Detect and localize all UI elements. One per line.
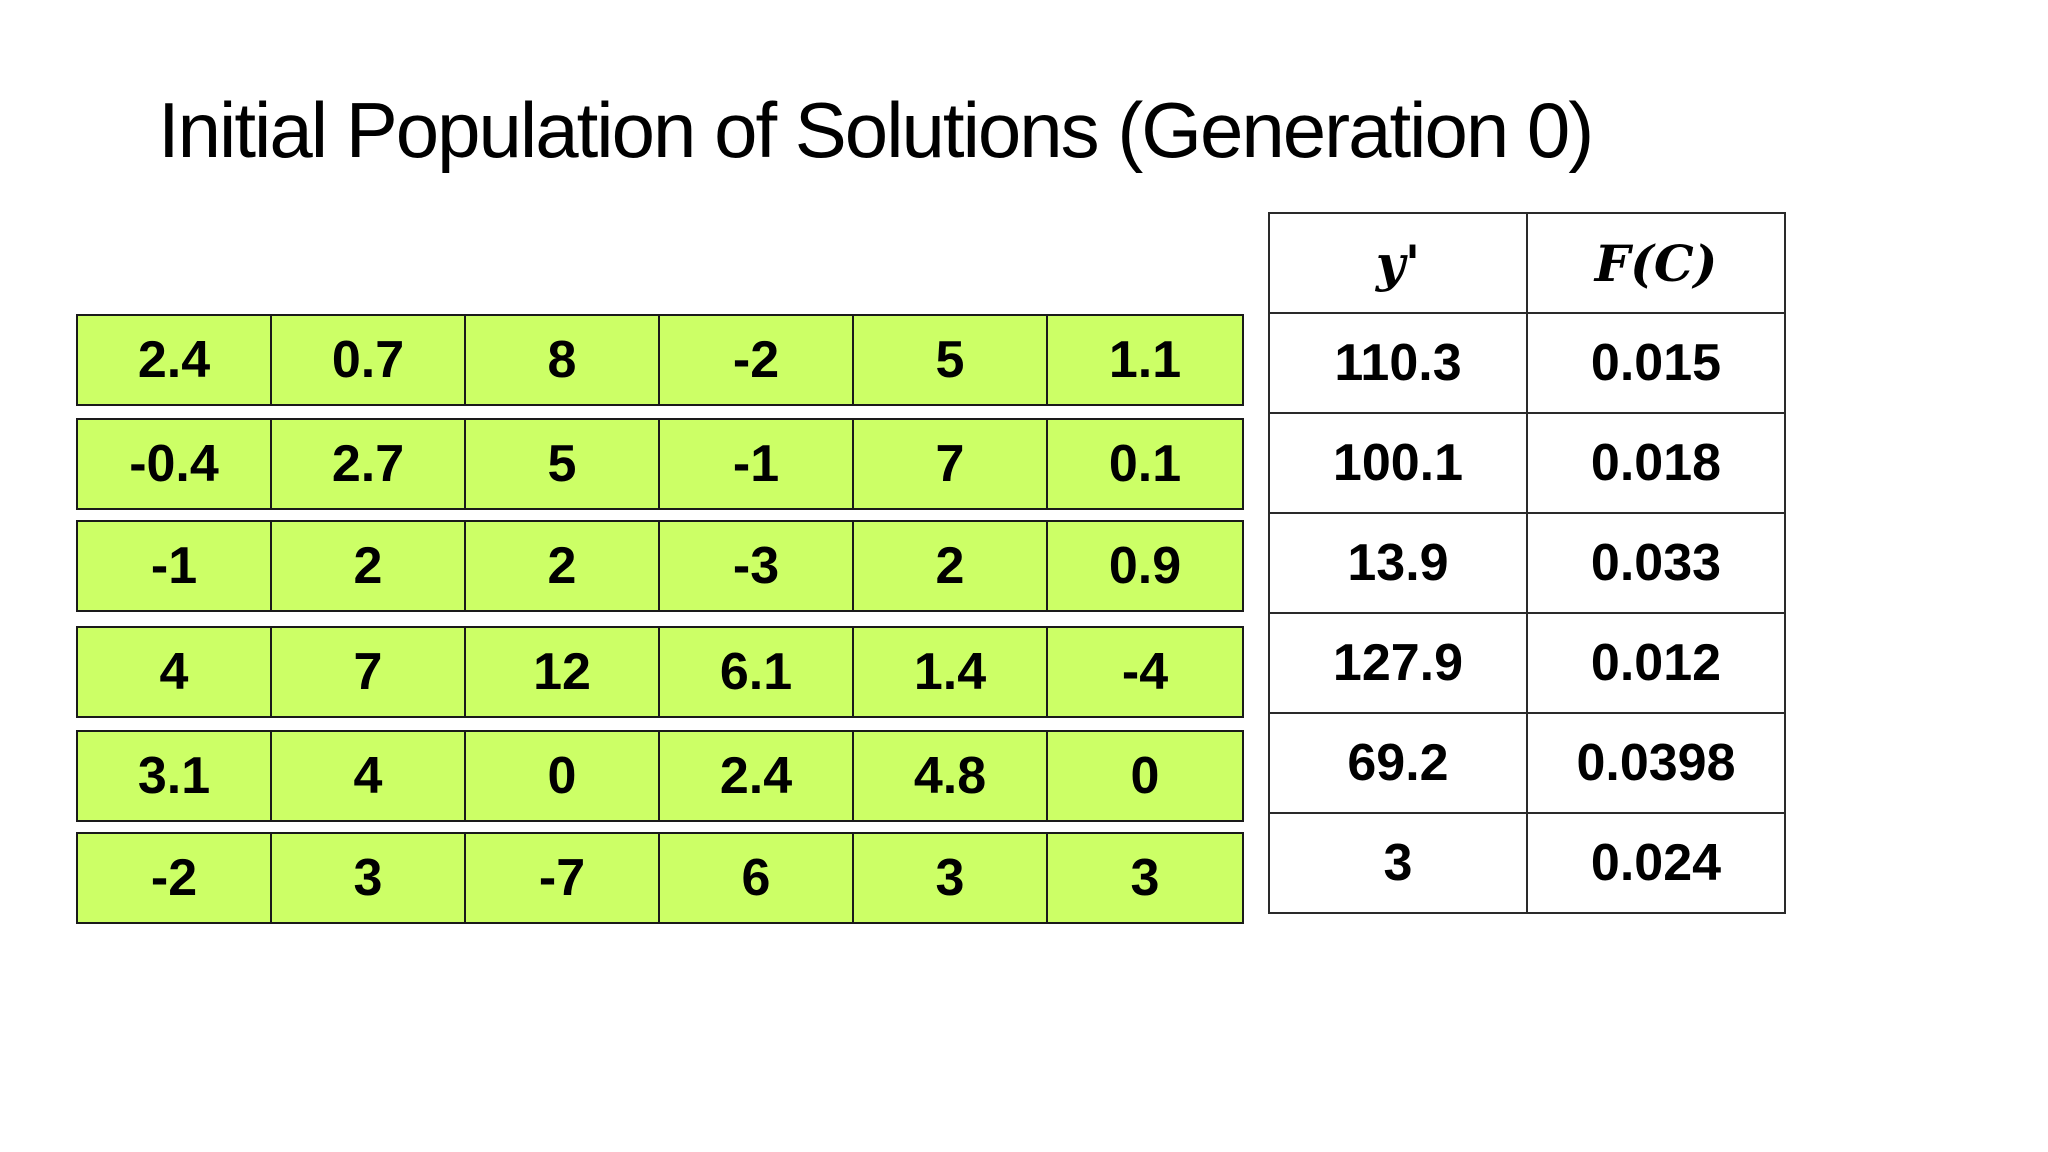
gene-cell: 5: [852, 314, 1048, 406]
gene-cell: 3: [852, 832, 1048, 924]
chromosome-row: -0.4 2.7 5 -1 7 0.1: [76, 418, 1256, 510]
gene-cell: 0.1: [1046, 418, 1244, 510]
gene-cell: -2: [76, 832, 272, 924]
gene-cell: -0.4: [76, 418, 272, 510]
gene-cell: 2: [270, 520, 466, 612]
gene-cell: 2: [852, 520, 1048, 612]
gene-cell: 4.8: [852, 730, 1048, 822]
chromosome-row: -1 2 2 -3 2 0.9: [76, 520, 1256, 612]
gene-cell: -1: [76, 520, 272, 612]
gene-cell: 2.4: [76, 314, 272, 406]
slide-title: Initial Population of Solutions (Generat…: [158, 86, 1594, 174]
fitness-value: 0.033: [1526, 512, 1786, 614]
gene-cell: 12: [464, 626, 660, 718]
gene-cell: 6.1: [658, 626, 854, 718]
gene-cell: -1: [658, 418, 854, 510]
fitness-table: y' F(C) 110.3 0.015 100.1 0.018 13.9 0.0…: [1268, 212, 1786, 914]
gene-cell: 4: [270, 730, 466, 822]
fitness-header-row: y' F(C): [1268, 212, 1786, 314]
fitness-value: 0.012: [1526, 612, 1786, 714]
gene-cell: 2.4: [658, 730, 854, 822]
gene-cell: 4: [76, 626, 272, 718]
header-fitness: F(C): [1526, 212, 1786, 314]
y-prime-value: 100.1: [1268, 412, 1528, 514]
y-prime-value: 69.2: [1268, 712, 1528, 814]
gene-cell: -2: [658, 314, 854, 406]
y-prime-value: 3: [1268, 812, 1528, 914]
gene-cell: 5: [464, 418, 660, 510]
fitness-value: 0.015: [1526, 312, 1786, 414]
chromosome-row: -2 3 -7 6 3 3: [76, 832, 1256, 924]
fitness-row: 69.2 0.0398: [1268, 712, 1786, 814]
gene-cell: 6: [658, 832, 854, 924]
gene-cell: 0.7: [270, 314, 466, 406]
gene-cell: 7: [270, 626, 466, 718]
gene-cell: 7: [852, 418, 1048, 510]
fitness-value: 0.0398: [1526, 712, 1786, 814]
fitness-value: 0.018: [1526, 412, 1786, 514]
y-prime-value: 127.9: [1268, 612, 1528, 714]
gene-cell: 2: [464, 520, 660, 612]
y-prime-value: 110.3: [1268, 312, 1528, 414]
gene-cell: 0: [464, 730, 660, 822]
gene-cell: 0: [1046, 730, 1244, 822]
gene-cell: -3: [658, 520, 854, 612]
gene-cell: -7: [464, 832, 660, 924]
gene-cell: 3: [270, 832, 466, 924]
fitness-value: 0.024: [1526, 812, 1786, 914]
chromosome-row: 2.4 0.7 8 -2 5 1.1: [76, 314, 1256, 406]
fitness-row: 13.9 0.033: [1268, 512, 1786, 614]
fitness-row: 3 0.024: [1268, 812, 1786, 914]
fitness-row: 110.3 0.015: [1268, 312, 1786, 414]
gene-cell: 3.1: [76, 730, 272, 822]
gene-cell: 1.4: [852, 626, 1048, 718]
y-prime-value: 13.9: [1268, 512, 1528, 614]
gene-cell: 3: [1046, 832, 1244, 924]
header-y-prime: y': [1268, 212, 1528, 314]
gene-cell: 1.1: [1046, 314, 1244, 406]
gene-cell: 2.7: [270, 418, 466, 510]
chromosome-row: 4 7 12 6.1 1.4 -4: [76, 626, 1256, 718]
chromosome-row: 3.1 4 0 2.4 4.8 0: [76, 730, 1256, 822]
fitness-row: 127.9 0.012: [1268, 612, 1786, 714]
gene-cell: -4: [1046, 626, 1244, 718]
gene-cell: 0.9: [1046, 520, 1244, 612]
gene-cell: 8: [464, 314, 660, 406]
fitness-row: 100.1 0.018: [1268, 412, 1786, 514]
